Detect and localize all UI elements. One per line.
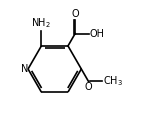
Text: O: O [85, 82, 92, 92]
Text: NH$_2$: NH$_2$ [31, 16, 51, 30]
Text: CH$_3$: CH$_3$ [102, 75, 123, 88]
Text: N: N [21, 64, 29, 74]
Text: OH: OH [90, 29, 104, 39]
Text: O: O [71, 9, 79, 19]
